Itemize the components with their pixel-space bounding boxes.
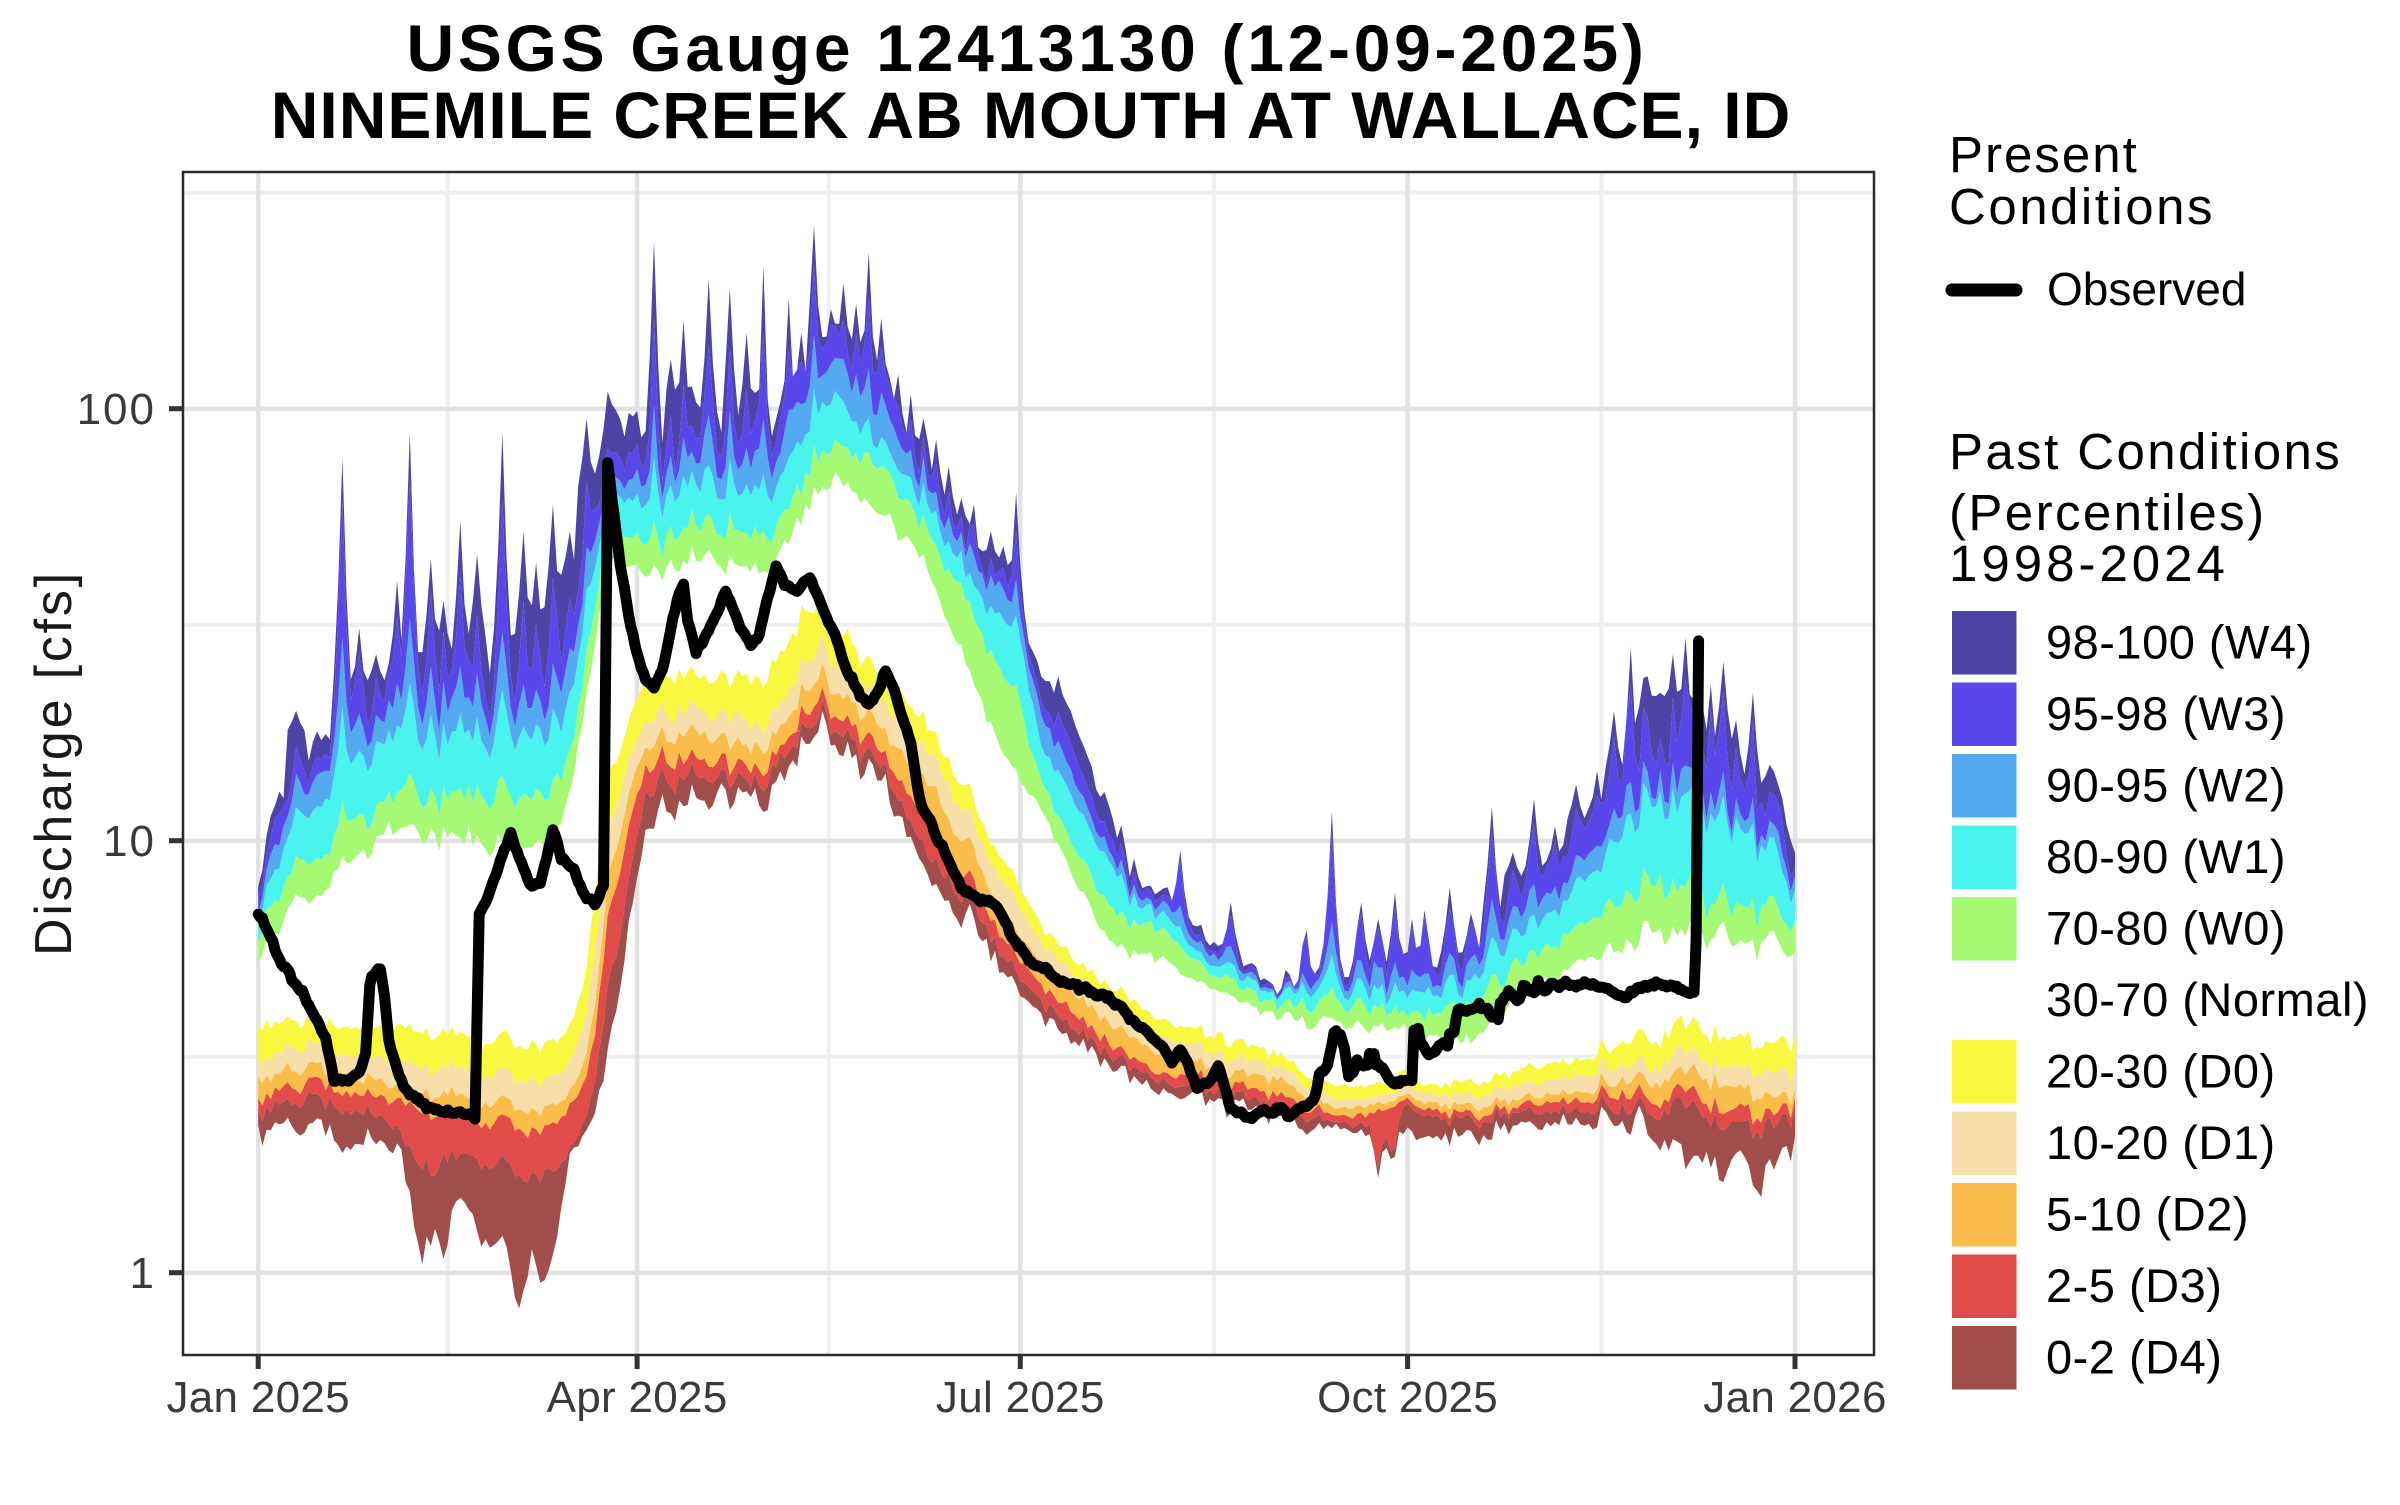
svg-text:Oct 2025: Oct 2025	[1317, 1373, 1498, 1422]
svg-text:10-20 (D1): 10-20 (D1)	[2046, 1116, 2276, 1169]
svg-text:20-30 (D0): 20-30 (D0)	[2046, 1045, 2276, 1098]
svg-text:30-70 (Normal): 30-70 (Normal)	[2046, 973, 2369, 1026]
svg-text:0-2 (D4): 0-2 (D4)	[2046, 1331, 2222, 1384]
svg-text:100: 100	[77, 385, 156, 434]
svg-text:Jul 2025: Jul 2025	[936, 1373, 1105, 1422]
svg-text:Discharge [cfs]: Discharge [cfs]	[25, 570, 83, 956]
svg-text:Present: Present	[1949, 126, 2139, 183]
svg-text:USGS Gauge 12413130 (12-09-202: USGS Gauge 12413130 (12-09-2025)	[406, 11, 1647, 85]
svg-text:70-80 (W0): 70-80 (W0)	[2046, 902, 2286, 955]
svg-text:2-5 (D3): 2-5 (D3)	[2046, 1259, 2222, 1312]
svg-text:NINEMILE CREEK AB MOUTH AT WAL: NINEMILE CREEK AB MOUTH AT WALLACE, ID	[271, 78, 1792, 152]
svg-text:95-98 (W3): 95-98 (W3)	[2046, 687, 2286, 740]
svg-text:Observed: Observed	[2047, 263, 2246, 315]
svg-text:Jan 2025: Jan 2025	[166, 1373, 349, 1422]
svg-text:(Percentiles): (Percentiles)	[1949, 484, 2266, 541]
svg-text:90-95 (W2): 90-95 (W2)	[2046, 759, 2286, 812]
svg-text:80-90 (W1): 80-90 (W1)	[2046, 830, 2286, 883]
svg-text:1: 1	[130, 1249, 156, 1298]
svg-text:10: 10	[103, 817, 156, 866]
svg-text:Past Conditions: Past Conditions	[1949, 423, 2342, 480]
svg-text:Jan 2026: Jan 2026	[1703, 1373, 1886, 1422]
svg-text:98-100 (W4): 98-100 (W4)	[2046, 616, 2313, 669]
svg-text:1998-2024: 1998-2024	[1949, 535, 2229, 592]
svg-text:Apr 2025: Apr 2025	[547, 1373, 728, 1422]
svg-text:5-10 (D2): 5-10 (D2)	[2046, 1188, 2249, 1241]
svg-text:Conditions: Conditions	[1949, 178, 2215, 235]
